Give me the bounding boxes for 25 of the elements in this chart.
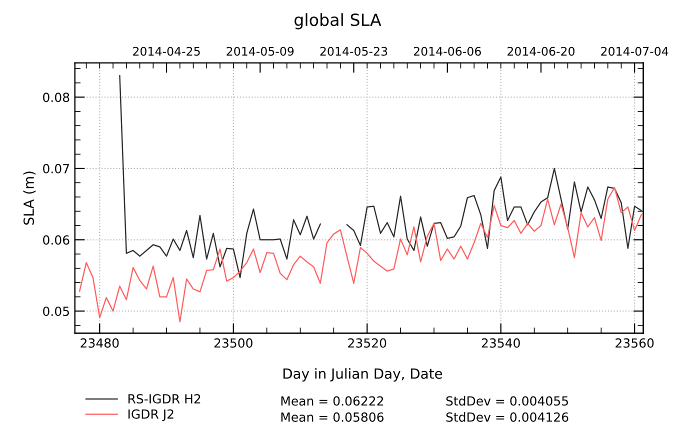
text: StdDev = 0.004126 (446, 412, 568, 422)
x2-tick-label: 2014-05-23 (320, 46, 388, 56)
x2-tick-label: 2014-04-25 (133, 46, 200, 56)
x-tick-label: 23500 (214, 338, 252, 348)
y-tick-label: 0.07 (43, 164, 69, 174)
legend-label: IGDR J2 (128, 409, 174, 422)
x2-tick-label: 2014-06-20 (508, 46, 574, 56)
x-tick-label: 23560 (616, 338, 654, 348)
chart-title: global SLA (294, 13, 382, 30)
y-axis-title: SLA (m) (23, 172, 36, 225)
x2-tick-label: 2014-07-04 (601, 46, 668, 56)
x-axis-title: Day in Julian Day, Date (283, 368, 442, 382)
text: Mean = 0.05806 (281, 412, 384, 422)
line-series (78, 187, 642, 322)
text: StdDev = 0.004055 (446, 396, 568, 406)
x-tick-label: 23480 (80, 338, 119, 348)
y-tick-label: 0.05 (43, 306, 69, 316)
x-tick-label: 23540 (482, 338, 520, 348)
x2-tick-label: 2014-06-06 (414, 46, 481, 56)
y-tick-label: 0.06 (43, 235, 70, 245)
legend-label: RS-IGDR H2 (128, 394, 200, 404)
y-tick-label: 0.08 (43, 92, 70, 102)
text: Mean = 0.06222 (281, 396, 384, 406)
x2-tick-label: 2014-05-09 (226, 46, 294, 56)
x-tick-label: 23520 (348, 338, 386, 348)
